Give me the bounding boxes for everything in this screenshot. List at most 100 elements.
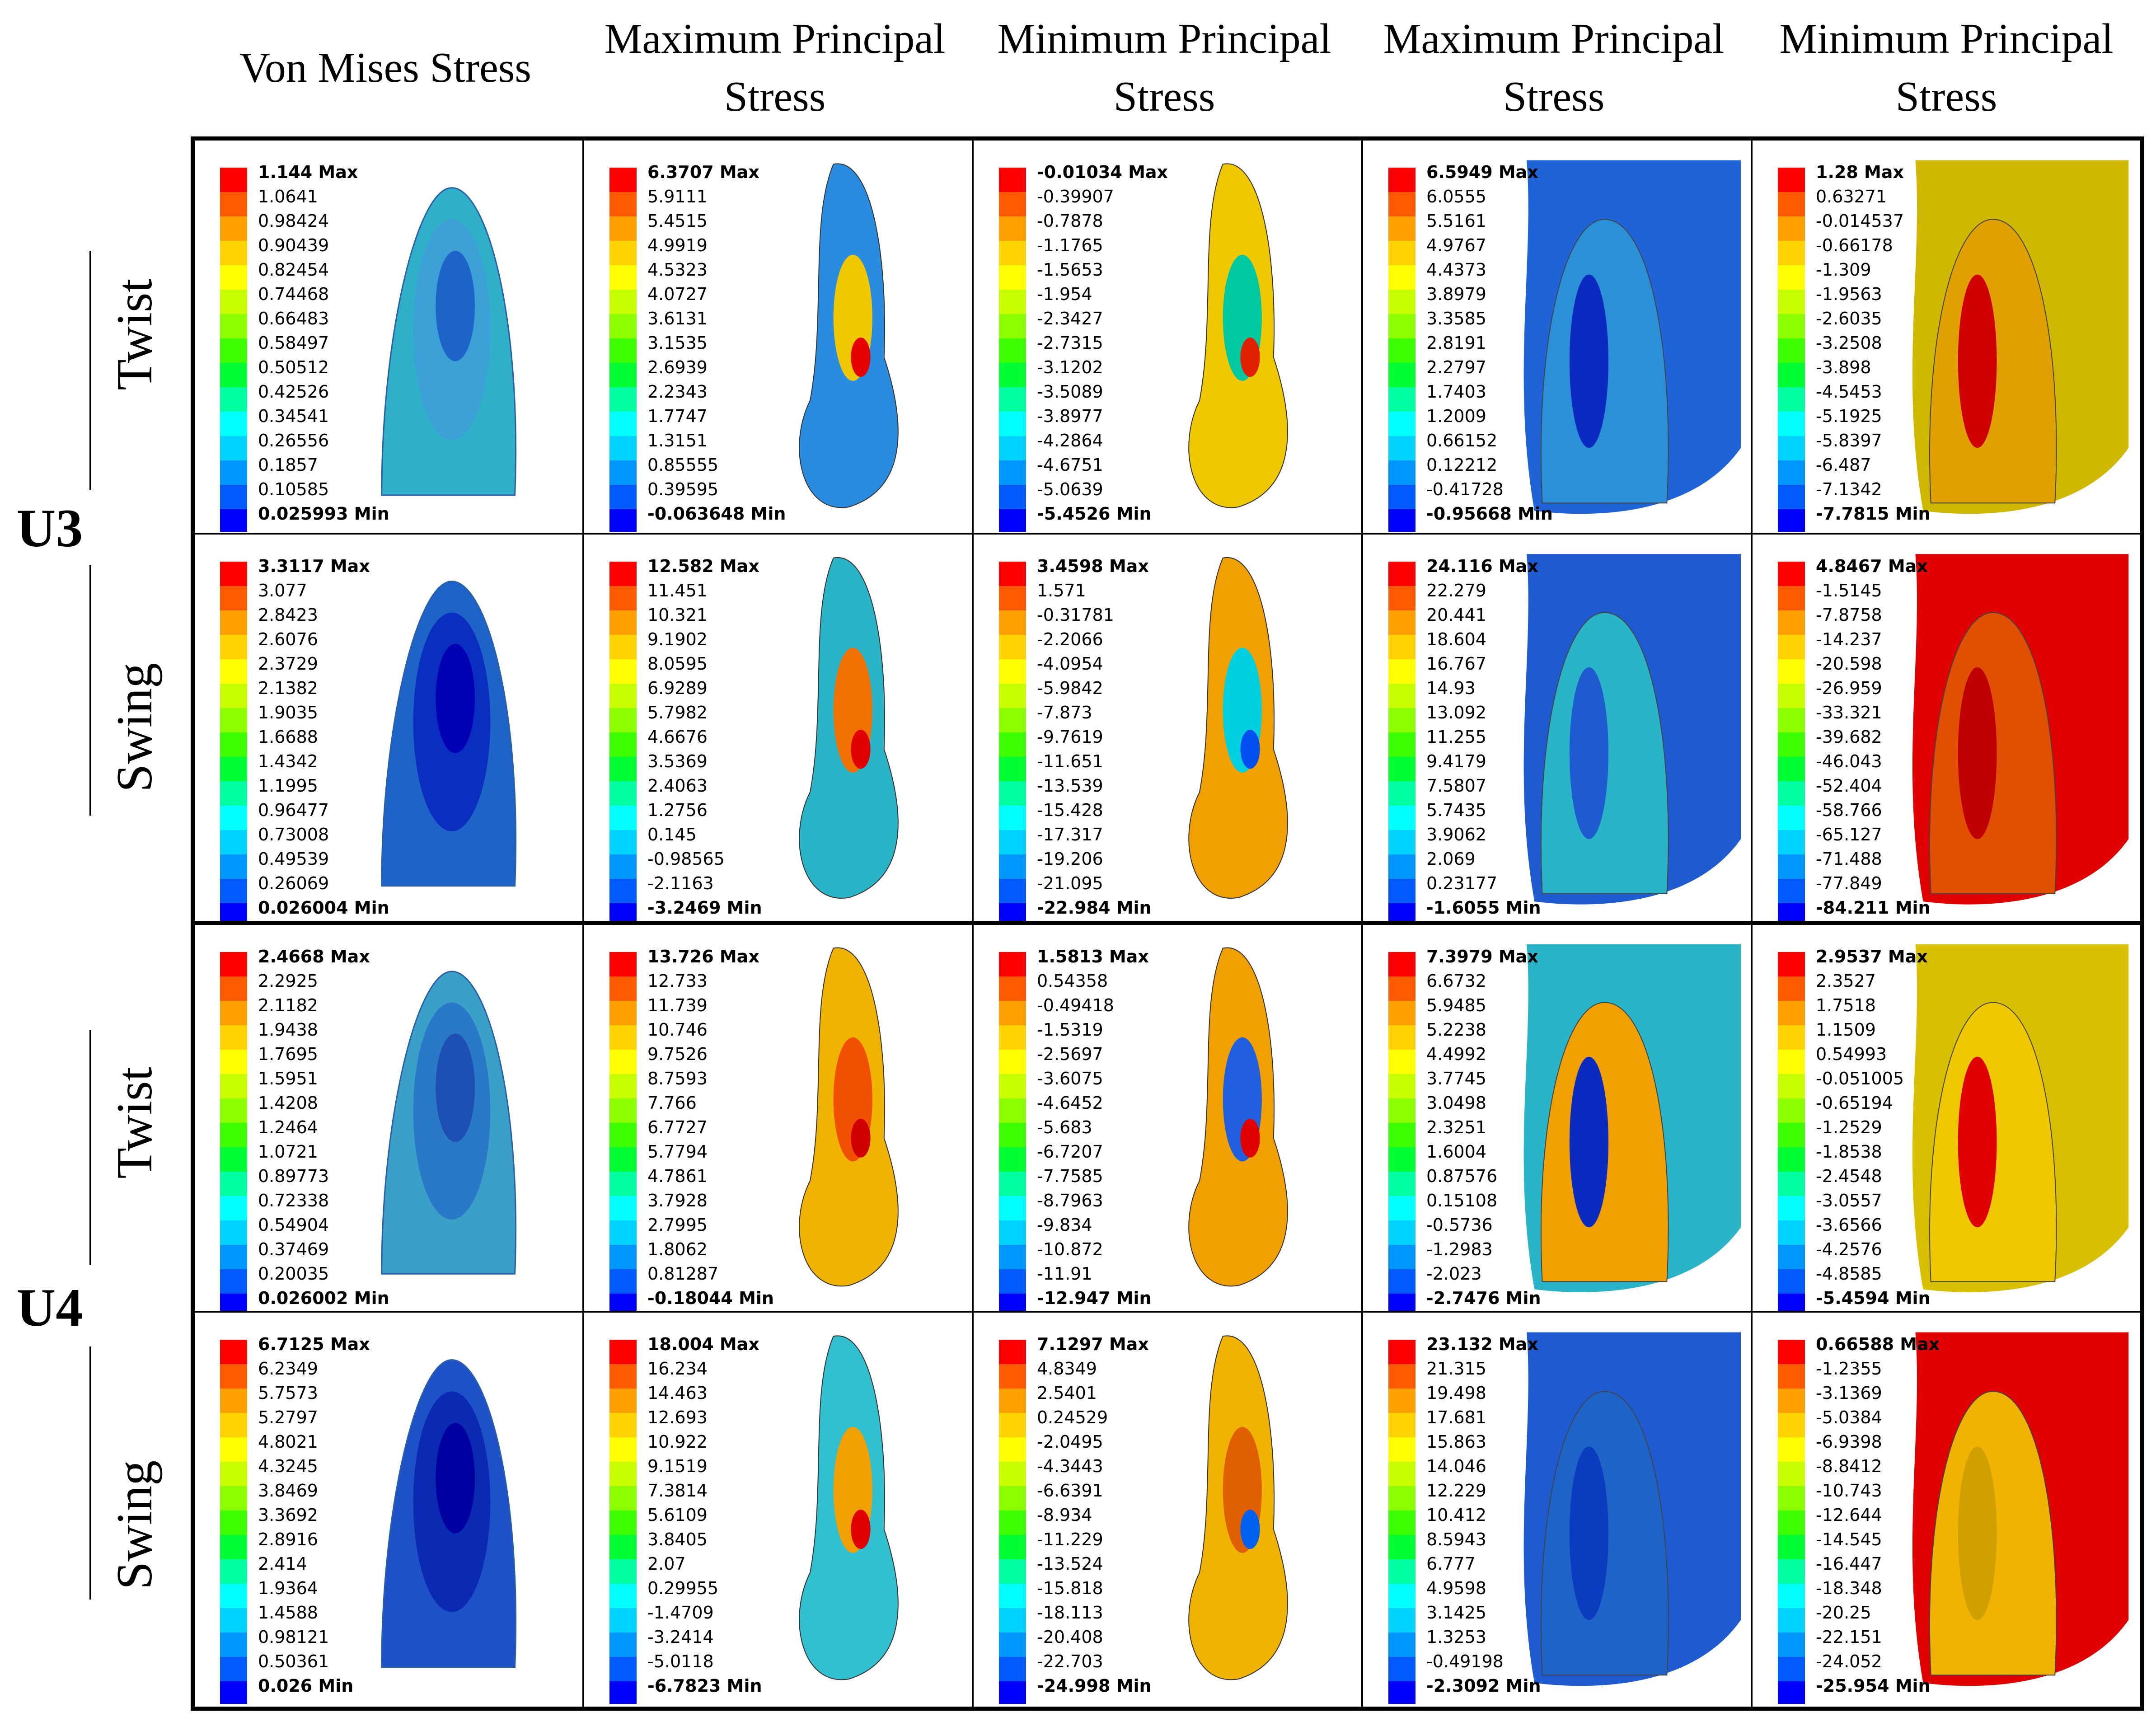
legend-label: -13.539	[1037, 776, 1103, 796]
legend-swatch	[609, 635, 637, 659]
legend-swatch	[999, 1123, 1026, 1147]
legend-label: 10.321	[647, 605, 708, 625]
legend-label: 11.255	[1426, 727, 1486, 747]
legend-label: -3.1369	[1816, 1383, 1882, 1403]
legend-swatch	[220, 1511, 247, 1535]
legend-swatch	[1778, 290, 1805, 314]
legend-swatch	[1778, 363, 1805, 387]
legend-label: 0.24529	[1037, 1407, 1108, 1427]
legend-swatch	[609, 879, 637, 903]
legend-swatch	[1778, 1172, 1805, 1196]
legend-label: 1.2009	[1426, 406, 1486, 426]
legend-swatch	[1778, 659, 1805, 684]
legend-swatch	[609, 659, 637, 684]
legend-swatch	[1388, 586, 1415, 610]
legend-swatch	[1778, 1220, 1805, 1245]
legend-label: -17.317	[1037, 825, 1103, 844]
legend-min-label: -7.7815 Min	[1816, 504, 1931, 524]
legend-label: 0.34541	[258, 406, 329, 426]
legend-swatch	[1388, 976, 1415, 1001]
legend-swatch	[220, 387, 247, 412]
legend-label: 3.7928	[647, 1191, 708, 1210]
legend-swatch	[220, 241, 247, 265]
legend-label: -33.321	[1816, 703, 1882, 722]
legend-swatch	[220, 1245, 247, 1269]
legend-swatch	[999, 509, 1026, 532]
legend-swatch	[1778, 1608, 1805, 1633]
stress-contour-grid: 1.144 Max 1.0641 0.98424 0.90439 0.82454 0.74…	[191, 136, 2144, 1711]
panel-u3-twist-min-principal-tooth: -0.01034 Max -0.39907 -0.7878 -1.1765 -1.565…	[974, 141, 1363, 535]
legend-swatch	[220, 1294, 247, 1311]
legend-swatch	[1778, 168, 1805, 192]
legend-swatch	[220, 436, 247, 460]
legend-swatch	[1388, 1123, 1415, 1147]
legend-swatch	[1778, 192, 1805, 216]
legend-label: 15.863	[1426, 1432, 1486, 1452]
legend-swatch	[220, 976, 247, 1001]
legend-label: 4.7861	[647, 1166, 708, 1186]
legend-label: 0.37469	[258, 1239, 329, 1259]
row-label-u3-twist: Twist	[107, 278, 163, 390]
legend-label: 0.39595	[647, 479, 719, 499]
legend-swatch	[220, 168, 247, 192]
legend-swatch	[609, 363, 637, 387]
legend-label: 2.8191	[1426, 333, 1486, 353]
legend-swatch	[1778, 732, 1805, 757]
legend-label: 2.2797	[1426, 357, 1486, 377]
legend-swatch	[999, 1196, 1026, 1220]
legend-label: -65.127	[1816, 825, 1882, 844]
legend-label: 14.463	[647, 1383, 708, 1403]
legend-swatch	[999, 1437, 1026, 1462]
legend-swatch	[1388, 708, 1415, 732]
legend-swatch	[1778, 806, 1805, 830]
legend-label: 1.9035	[258, 703, 318, 722]
legend-label: 1.571	[1037, 581, 1086, 600]
legend-label: 1.7403	[1426, 382, 1486, 402]
legend-swatch	[1388, 168, 1415, 192]
legend-label: 2.3251	[1426, 1117, 1486, 1137]
legend-swatch	[220, 1147, 247, 1172]
legend-swatch	[220, 1123, 247, 1147]
legend-label: -12.644	[1816, 1505, 1882, 1525]
legend-max-label: 6.7125 Max	[258, 1334, 370, 1354]
stress-model-image	[1188, 947, 1288, 1287]
legend-label: 1.3253	[1426, 1627, 1486, 1647]
legend-swatch	[220, 1269, 247, 1294]
legend-label: 12.733	[647, 971, 708, 991]
legend-label: 20.441	[1426, 605, 1486, 625]
legend-label: -4.6751	[1037, 455, 1103, 475]
legend-swatch	[1778, 1269, 1805, 1294]
legend-swatch	[1778, 1123, 1805, 1147]
legend-swatch	[1388, 387, 1415, 412]
legend-swatch	[1778, 1462, 1805, 1486]
legend-swatch	[609, 485, 637, 509]
legend-swatch	[999, 436, 1026, 460]
legend-swatch	[609, 412, 637, 436]
legend-swatch	[999, 976, 1026, 1001]
legend-label: -2.023	[1426, 1264, 1482, 1284]
legend-label: 12.229	[1426, 1481, 1486, 1501]
legend-label: 0.145	[647, 825, 697, 844]
legend-swatch	[1778, 216, 1805, 241]
panel-u4-swing-min-principal-tooth: 7.1297 Max 4.8349 2.5401 0.24529 -2.0495 -4.3…	[974, 1313, 1363, 1707]
panel-u4-swing-von-mises: 6.7125 Max 6.2349 5.7573 5.2797 4.8021 4.3245…	[195, 1313, 584, 1707]
legend-label: -2.2066	[1037, 629, 1103, 649]
legend-label: 0.74468	[258, 284, 329, 304]
legend-min-label: 0.026 Min	[258, 1676, 354, 1696]
legend-min-label: -12.947 Min	[1037, 1288, 1152, 1308]
legend-swatch	[609, 1389, 637, 1413]
legend-swatch	[1778, 854, 1805, 879]
legend-swatch	[1778, 1681, 1805, 1704]
legend-label: 5.9111	[647, 187, 708, 206]
legend-label: 5.6109	[647, 1505, 708, 1525]
legend-label: -71.488	[1816, 849, 1882, 869]
legend-swatch	[220, 879, 247, 903]
legend-swatch	[1778, 1389, 1805, 1413]
legend-swatch	[609, 1437, 637, 1462]
legend-swatch	[609, 903, 637, 921]
legend-min-label: 0.025993 Min	[258, 504, 389, 524]
legend-swatch	[609, 1657, 637, 1681]
legend-label: -9.834	[1037, 1215, 1092, 1235]
legend-swatch	[999, 1559, 1026, 1584]
legend-label: 1.2464	[258, 1117, 318, 1137]
